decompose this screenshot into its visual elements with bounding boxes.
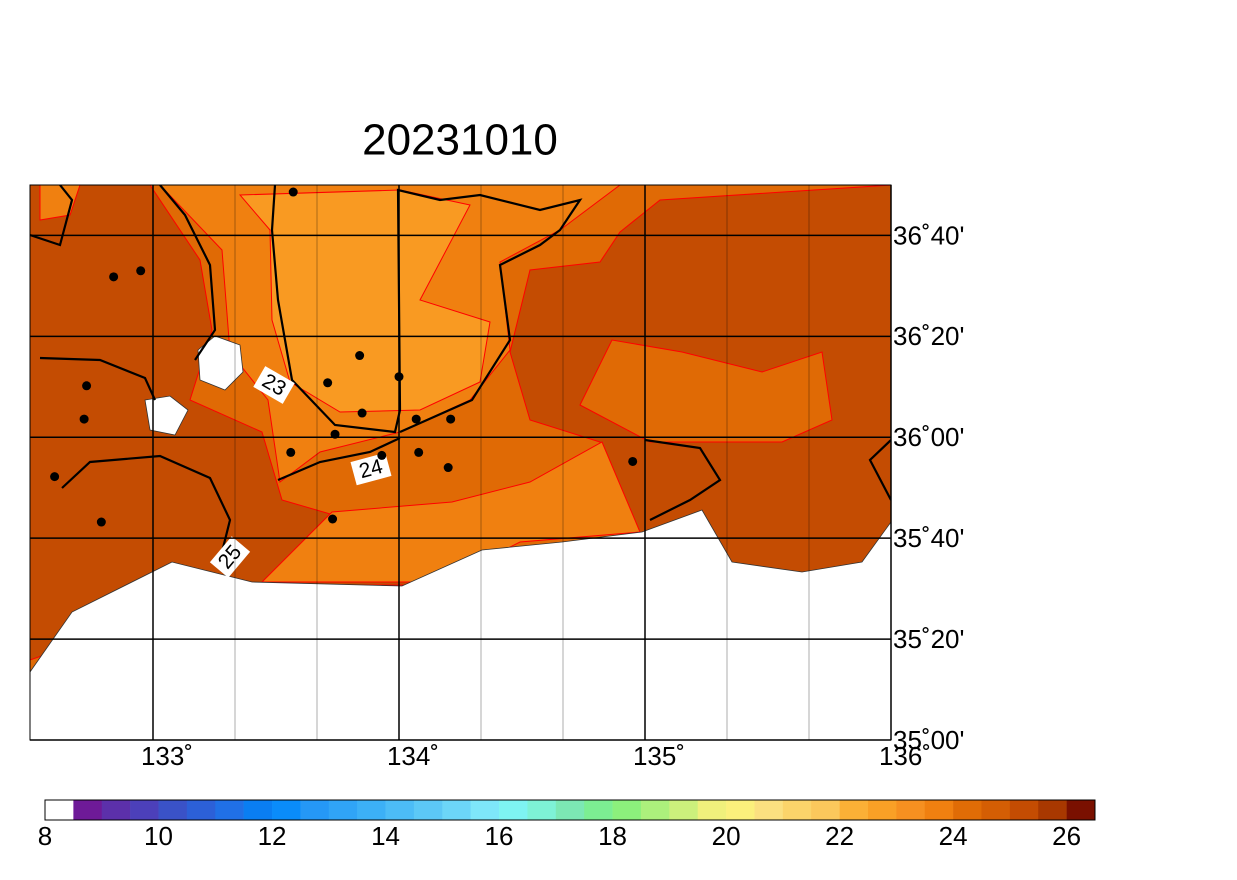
colorbar-tick-label: 26: [1052, 821, 1081, 851]
colorbar-swatch: [385, 800, 415, 820]
island: [144, 395, 189, 436]
colorbar-tick-label: 12: [258, 821, 287, 851]
colorbar-swatch: [272, 800, 301, 820]
colorbar-swatch: [527, 800, 557, 820]
colorbar-swatch: [867, 800, 897, 820]
station: [443, 463, 453, 473]
chart-title: 20231010: [362, 116, 558, 165]
station: [286, 447, 296, 457]
colorbar-swatch: [357, 800, 386, 820]
sst-region: [579, 339, 833, 443]
y-tick-label: 35˚40': [893, 523, 964, 553]
colorbar-swatch: [101, 800, 131, 820]
colorbar-swatch: [158, 800, 188, 820]
station: [628, 456, 638, 466]
sst-region: [238, 189, 491, 413]
station: [414, 447, 424, 457]
colorbar-swatch: [555, 800, 585, 820]
station: [357, 408, 367, 418]
land: [30, 509, 891, 740]
station: [96, 517, 106, 527]
station: [82, 381, 92, 391]
colorbar-swatch: [697, 800, 727, 820]
colorbar-swatch: [896, 800, 926, 820]
y-tick-label: 36˚20': [893, 321, 964, 351]
colorbar-tick-label: 18: [598, 821, 627, 851]
colorbar-swatch: [413, 800, 443, 820]
y-tick-label: 36˚40': [893, 220, 964, 250]
colorbar-swatch: [726, 800, 755, 820]
colorbar-swatch: [328, 800, 358, 820]
contour-label-box: [253, 366, 295, 404]
station: [79, 414, 89, 424]
stations: [50, 187, 638, 527]
colorbar-swatch: [243, 800, 273, 820]
station: [323, 378, 333, 388]
y-tick-label: 35˚20': [893, 624, 964, 654]
contour-labels: 23 24 25: [209, 366, 392, 578]
colorbar-tick-label: 20: [712, 821, 741, 851]
colorbar-swatch: [924, 800, 954, 820]
x-tick-label: 134˚: [387, 741, 439, 771]
station: [109, 272, 119, 282]
colorbar-swatch: [839, 800, 869, 820]
colorbar-tick-label: 14: [371, 821, 400, 851]
colorbar-swatch: [612, 800, 642, 820]
y-tick-label: 35˚00': [893, 725, 964, 755]
colorbar-tick-label: 16: [485, 821, 514, 851]
colorbar-swatch: [953, 800, 982, 820]
colorbar-swatch: [1009, 800, 1039, 820]
sst-field: [30, 185, 891, 740]
colorbar-swatch: [470, 800, 500, 820]
colorbar-frame: [44, 799, 1096, 821]
colorbar-tick-label: 10: [144, 821, 173, 851]
station: [330, 429, 340, 439]
map-frame: [29, 184, 892, 741]
axes: 133˚ 134˚ 135˚ 136˚35˚00' 35˚20' 35˚40' 36˚00'…: [141, 220, 964, 771]
station: [355, 351, 365, 361]
colorbar-swatch: [300, 800, 330, 820]
colorbar-swatch: [73, 800, 103, 820]
colorbar-swatch: [981, 800, 1011, 820]
colorbar-swatch: [130, 800, 159, 820]
colorbar-tick-label: 8: [38, 821, 52, 851]
colorbar-swatch: [186, 800, 216, 820]
colorbar-swatch: [1066, 800, 1096, 820]
colorbar-swatch: [215, 800, 244, 820]
colorbar-swatch: [640, 800, 670, 820]
colorbar-swatch: [499, 800, 528, 820]
x-tick-label: 136˚: [879, 741, 931, 771]
colorbar-tick-label: 22: [825, 821, 854, 851]
station: [446, 414, 456, 424]
contour-label-box: [350, 452, 392, 486]
colorbar-swatch: [811, 800, 840, 820]
colorbar-swatch: [442, 800, 471, 820]
contour-label-box: [209, 536, 251, 578]
colorbar: 8 10 12 14 16 18 20 22 24 26: [38, 799, 1096, 851]
colorbar-swatch: [584, 800, 613, 820]
station: [328, 514, 338, 524]
station: [411, 414, 421, 424]
colorbar-swatch: [1038, 800, 1067, 820]
colorbar-tick-label: 24: [939, 821, 968, 851]
y-tick-label: 36˚00': [893, 422, 964, 452]
colorbar-swatch: [45, 800, 74, 820]
contour-line: [30, 185, 891, 561]
colorbar-swatch: [782, 800, 812, 820]
station: [50, 472, 60, 482]
colorbar-swatch: [669, 800, 699, 820]
station: [377, 450, 387, 460]
station: [394, 372, 404, 382]
station: [136, 266, 146, 276]
x-tick-label: 135˚: [633, 741, 685, 771]
station: [288, 187, 298, 197]
x-tick-label: 133˚: [141, 741, 193, 771]
colorbar-swatch: [754, 800, 784, 820]
